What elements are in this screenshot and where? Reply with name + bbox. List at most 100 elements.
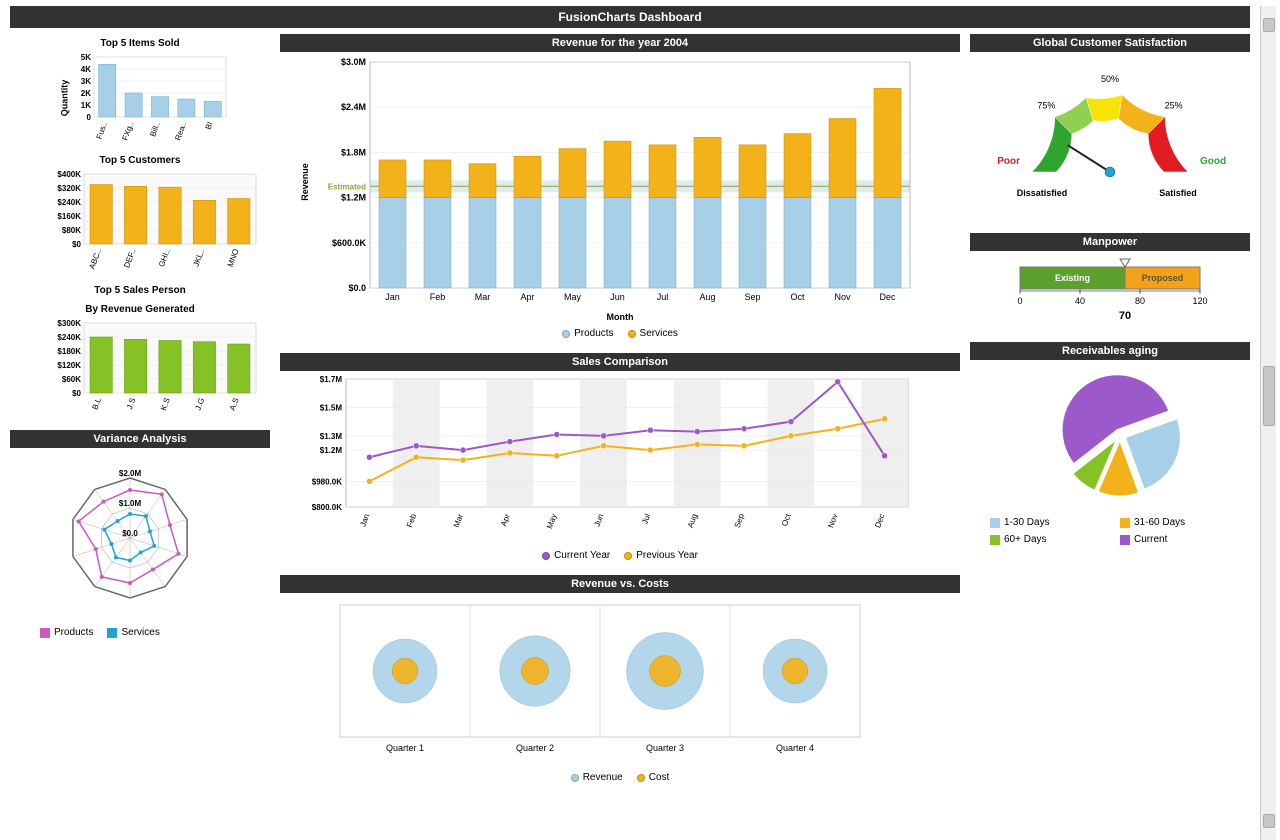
svg-text:$400K: $400K — [57, 170, 81, 179]
variance-legend: ProductsServices — [10, 621, 270, 644]
manpower-chart: ExistingProposed0408012070 — [970, 251, 1250, 331]
svg-text:Dec: Dec — [879, 292, 896, 302]
svg-text:Quarter 2: Quarter 2 — [516, 743, 554, 753]
svg-text:120: 120 — [1192, 296, 1207, 306]
satisfaction-gauge: 25%50%75%PoorGoodDissatisfiedSatisfied — [970, 52, 1250, 222]
svg-text:3K: 3K — [81, 77, 91, 86]
svg-text:Feb: Feb — [405, 512, 418, 529]
svg-text:$980.0K: $980.0K — [312, 477, 342, 486]
svg-text:Proposed: Proposed — [1142, 273, 1184, 283]
scroll-down-arrow[interactable] — [1263, 814, 1275, 828]
svg-text:Mar: Mar — [452, 512, 465, 528]
svg-text:70: 70 — [1119, 310, 1131, 322]
svg-text:Oct: Oct — [780, 512, 793, 528]
svg-text:Jan: Jan — [385, 292, 400, 302]
center-column: Revenue for the year 2004 Revenue $0.0$6… — [280, 34, 960, 797]
svg-text:Quarter 1: Quarter 1 — [386, 743, 424, 753]
satisfaction-panel: Global Customer Satisfaction 25%50%75%Po… — [970, 34, 1250, 225]
svg-text:0: 0 — [87, 113, 92, 122]
svg-text:Poor: Poor — [997, 156, 1020, 167]
svg-text:Jul: Jul — [657, 292, 669, 302]
svg-text:Estimated: Estimated — [328, 182, 366, 191]
svg-text:JKL..: JKL.. — [192, 248, 207, 268]
receivables-legend: 1-30 Days31-60 Days60+ DaysCurrent — [970, 513, 1250, 549]
svg-text:DEF..: DEF.. — [122, 248, 137, 269]
svg-text:Jul: Jul — [640, 512, 652, 525]
svg-text:Apr: Apr — [520, 292, 534, 302]
receivables-pie — [970, 360, 1250, 510]
svg-text:$160K: $160K — [57, 212, 81, 221]
svg-text:$2.0M: $2.0M — [119, 469, 142, 478]
svg-text:Oct: Oct — [790, 292, 805, 302]
scroll-thumb[interactable] — [1263, 366, 1275, 426]
svg-text:75%: 75% — [1037, 100, 1055, 110]
top5sales-chart: $0$60K$120K$180K$240K$300KB.LJ.SK.SJ.GA.… — [40, 319, 260, 419]
svg-text:Rea..: Rea.. — [173, 121, 188, 142]
top5items-panel: Top 5 Items Sold Quantity 01K2K3K4K5KFus… — [10, 34, 270, 143]
svg-text:0: 0 — [1017, 296, 1022, 306]
svg-text:$320K: $320K — [57, 184, 81, 193]
manpower-panel: Manpower ExistingProposed0408012070 — [970, 233, 1250, 334]
svg-text:$0.0: $0.0 — [122, 529, 138, 538]
svg-text:$800.0K: $800.0K — [312, 503, 342, 512]
svg-text:2K: 2K — [81, 89, 91, 98]
receivables-panel: Receivables aging 1-30 Days31-60 Days60+… — [970, 342, 1250, 549]
svg-text:Sep: Sep — [744, 292, 760, 302]
svg-text:$1.3M: $1.3M — [320, 432, 343, 441]
top5sales-title: Top 5 Sales Person — [10, 281, 270, 300]
variance-panel: Variance Analysis $0.0$1.0M$2.0M Product… — [10, 430, 270, 644]
top5sales-subtitle: By Revenue Generated — [10, 300, 270, 319]
top5items-ylabel: Quantity — [59, 80, 69, 117]
manpower-title: Manpower — [970, 233, 1250, 251]
svg-text:$1.5M: $1.5M — [320, 403, 343, 412]
right-column: Global Customer Satisfaction 25%50%75%Po… — [970, 34, 1250, 797]
revenue-chart: $0.0 $600.0K $1.2M $1.8M $2.4M $3.0M Estimated… — [300, 52, 920, 312]
svg-text:May: May — [545, 513, 559, 530]
svg-text:$1.2M: $1.2M — [341, 193, 366, 203]
revenue-costs-legend: RevenueCost — [280, 766, 960, 789]
svg-text:4K: 4K — [81, 65, 91, 74]
receivables-title: Receivables aging — [970, 342, 1250, 360]
svg-text:Bill..: Bill.. — [148, 121, 162, 138]
svg-text:Dissatisfied: Dissatisfied — [1017, 188, 1068, 198]
svg-text:ABC..: ABC.. — [87, 248, 103, 270]
sales-comparison-legend: Current YearPrevious Year — [280, 544, 960, 567]
variance-chart: $0.0$1.0M$2.0M — [10, 448, 250, 618]
revenue-xlabel: Month — [280, 312, 960, 322]
svg-text:May: May — [564, 292, 582, 302]
vertical-scrollbar[interactable] — [1260, 6, 1276, 840]
svg-text:Jun: Jun — [593, 513, 606, 528]
svg-text:GHI..: GHI.. — [157, 248, 172, 269]
svg-text:$3.0M: $3.0M — [341, 57, 366, 67]
revenue-legend: ProductsServices — [280, 322, 960, 345]
svg-text:$300K: $300K — [57, 319, 81, 328]
svg-text:Satisfied: Satisfied — [1159, 188, 1197, 198]
page-title: FusionCharts Dashboard — [10, 6, 1250, 28]
svg-text:$1.2M: $1.2M — [320, 446, 343, 455]
svg-text:25%: 25% — [1165, 100, 1183, 110]
svg-text:Jan: Jan — [358, 513, 371, 528]
top5sales-panel: Top 5 Sales Person By Revenue Generated … — [10, 281, 270, 422]
top5customers-panel: Top 5 Customers $0$80K$160K$240K$320K$40… — [10, 151, 270, 273]
svg-text:$1.7M: $1.7M — [320, 375, 343, 384]
svg-text:$2.4M: $2.4M — [341, 102, 366, 112]
svg-text:Existing: Existing — [1055, 273, 1090, 283]
svg-text:1K: 1K — [81, 101, 91, 110]
svg-text:J.S: J.S — [125, 397, 137, 411]
svg-text:5K: 5K — [81, 53, 91, 62]
svg-text:Dec: Dec — [873, 513, 886, 529]
svg-text:Sep: Sep — [733, 512, 747, 529]
svg-text:$600.0K: $600.0K — [332, 238, 367, 248]
svg-text:J.G: J.G — [194, 397, 207, 412]
sales-comparison-title: Sales Comparison — [280, 353, 960, 371]
svg-text:$1.8M: $1.8M — [341, 147, 366, 157]
svg-text:Nov: Nov — [834, 292, 851, 302]
scroll-up-arrow[interactable] — [1263, 18, 1275, 32]
svg-text:Nov: Nov — [826, 513, 839, 529]
revenue-costs-title: Revenue vs. Costs — [280, 575, 960, 593]
svg-text:Apr: Apr — [499, 512, 512, 527]
svg-text:Quarter 3: Quarter 3 — [646, 743, 684, 753]
svg-text:$80K: $80K — [62, 226, 81, 235]
svg-text:$0.0: $0.0 — [348, 283, 366, 293]
left-column: Top 5 Items Sold Quantity 01K2K3K4K5KFus… — [10, 34, 270, 797]
